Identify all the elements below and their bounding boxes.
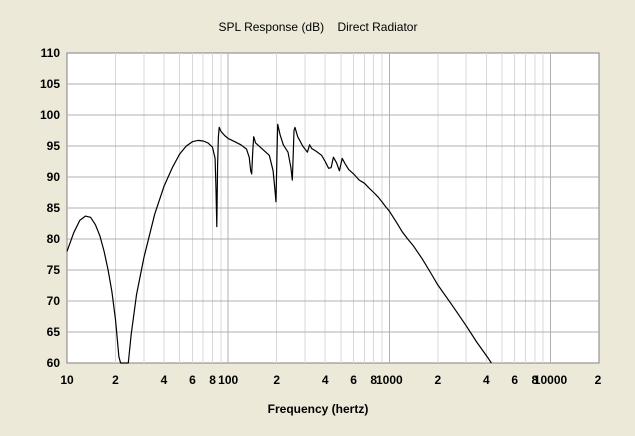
x-tick-label: 6 [189, 373, 196, 387]
y-tick-label: 60 [47, 356, 61, 370]
y-tick-label: 85 [47, 201, 61, 215]
x-tick-label: 6 [511, 373, 518, 387]
x-tick-label: 2 [273, 373, 280, 387]
y-tick-label: 105 [40, 77, 60, 91]
spl-response-line [66, 123, 492, 364]
x-tick-label: 4 [161, 373, 168, 387]
y-tick-label: 90 [47, 170, 61, 184]
grid-lines [67, 53, 599, 363]
y-tick-label: 110 [41, 46, 61, 60]
y-tick-label: 95 [47, 139, 61, 153]
x-tick-label: 100 [218, 373, 238, 387]
y-tick-label: 65 [47, 325, 61, 339]
x-tick-label: 2 [434, 373, 441, 387]
y-tick-label: 100 [40, 108, 60, 122]
x-tick-label: 8 [532, 373, 539, 387]
x-tick-label: 10 [60, 373, 74, 387]
y-tick-labels: 60 65 70 75 80 85 90 95 100 105 110 [40, 46, 60, 370]
y-tick-label: 75 [47, 263, 61, 277]
y-tick-label: 70 [47, 294, 61, 308]
x-tick-label: 8 [209, 373, 216, 387]
x-axis-label: Frequency (hertz) [268, 402, 369, 416]
x-tick-label: 4 [322, 373, 329, 387]
x-tick-label: 6 [350, 373, 357, 387]
chart-title: SPL Response (dB) Direct Radiator [219, 20, 418, 34]
x-tick-label: 8 [370, 373, 377, 387]
x-tick-label: 4 [483, 373, 490, 387]
x-tick-label: 2 [595, 373, 602, 387]
x-tick-label: 2 [112, 373, 119, 387]
y-tick-label: 80 [47, 232, 61, 246]
x-tick-label: 10000 [534, 373, 568, 387]
x-tick-label: 1000 [376, 373, 403, 387]
